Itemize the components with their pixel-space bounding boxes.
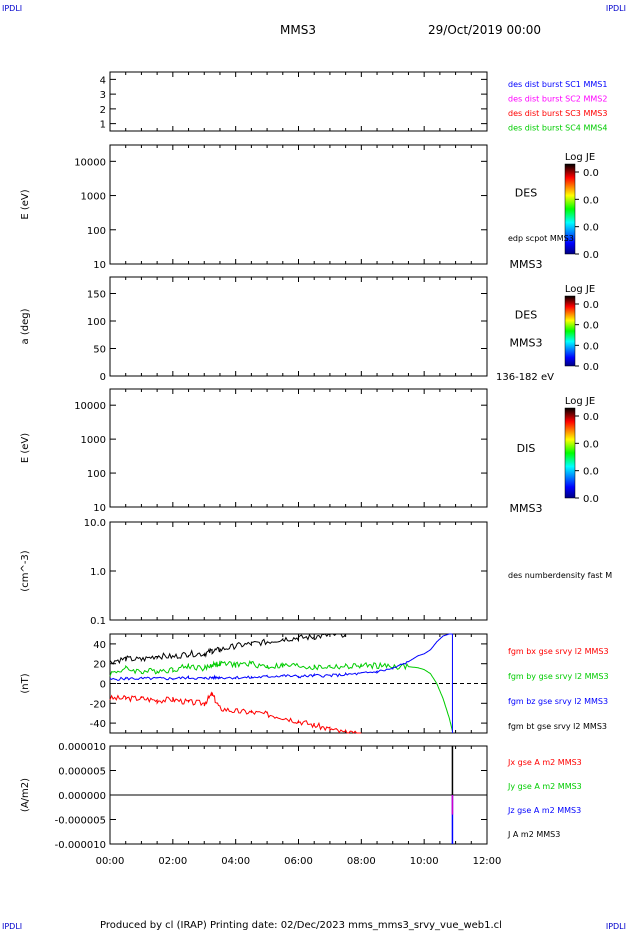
y-tick-label: 4 bbox=[100, 75, 106, 86]
y-tick-label: 0 bbox=[100, 372, 106, 383]
series-line bbox=[109, 691, 362, 734]
colorbar-tick-label: 0.0 bbox=[583, 300, 599, 311]
colorbar-tick-label: 0.0 bbox=[583, 467, 599, 478]
energy-range-label: 136-182 eV bbox=[496, 372, 554, 383]
colorbar-tick-label: 0.0 bbox=[583, 195, 599, 206]
spacecraft-title: MMS3 bbox=[280, 23, 316, 37]
legend-entry: des dist burst SC1 MMS1 bbox=[508, 80, 607, 89]
y-axis-label: (cm^-3) bbox=[20, 550, 31, 591]
y-axis-label: E (eV) bbox=[20, 189, 31, 219]
panel-frame bbox=[109, 276, 488, 377]
colorbar-tick-label: 0.0 bbox=[583, 321, 599, 332]
y-axis-label: a (deg) bbox=[20, 308, 31, 344]
y-tick-label: 150 bbox=[87, 290, 106, 301]
colorbar-title: Log JE bbox=[565, 152, 595, 163]
legend-entry: des numberdensity fast M bbox=[508, 571, 612, 580]
series-line bbox=[109, 633, 453, 682]
x-tick-label: 10:00 bbox=[410, 856, 439, 867]
y-tick-label: -0.000010 bbox=[55, 840, 106, 851]
y-tick-label: 40 bbox=[93, 640, 106, 651]
colorbar-tick-label: 0.0 bbox=[583, 223, 599, 234]
date-title: 29/Oct/2019 00:00 bbox=[428, 23, 542, 37]
spacecraft-sublabel: MMS3 bbox=[510, 502, 543, 515]
colorbar-tick-label: 0.0 bbox=[583, 362, 599, 373]
colorbar-title: Log JE bbox=[565, 396, 595, 407]
y-axis-label: (A/m2) bbox=[20, 778, 31, 812]
legend-entry: des dist burst SC4 MMS4 bbox=[508, 124, 607, 133]
y-tick-label: 100 bbox=[87, 469, 106, 480]
legend-entry: Jy gse A m2 MMS3 bbox=[507, 782, 582, 791]
series-line bbox=[109, 659, 453, 732]
colorbar-title: Log JE bbox=[565, 284, 595, 295]
y-tick-label: 100 bbox=[87, 226, 106, 237]
y-tick-label: 0.000005 bbox=[58, 767, 106, 778]
panel-frame bbox=[109, 521, 488, 621]
x-tick-label: 06:00 bbox=[284, 856, 313, 867]
y-tick-label: 1000 bbox=[81, 435, 106, 446]
species-label: DIS bbox=[517, 442, 536, 455]
y-axis-label: (nT) bbox=[20, 673, 31, 693]
y-tick-label: -20 bbox=[90, 699, 106, 710]
y-tick-label: 3 bbox=[100, 90, 106, 101]
colorbar-tick-label: 0.0 bbox=[583, 168, 599, 179]
legend-entry: fgm bt gse srvy l2 MMS3 bbox=[508, 722, 607, 731]
legend-entry: J A m2 MMS3 bbox=[507, 830, 560, 839]
y-tick-label: 50 bbox=[93, 345, 106, 356]
series-line bbox=[109, 633, 347, 665]
colorbar-tick-label: 0.0 bbox=[583, 412, 599, 423]
x-tick-label: 00:00 bbox=[96, 856, 125, 867]
y-tick-label: 10 bbox=[93, 260, 106, 271]
y-tick-label: 20 bbox=[93, 660, 106, 671]
y-tick-label: 0.000010 bbox=[58, 742, 106, 753]
colorbar bbox=[564, 163, 576, 255]
corner-label-tl: IPDLI bbox=[2, 4, 23, 13]
y-tick-label: 0 bbox=[100, 680, 106, 691]
y-tick-label: 10000 bbox=[74, 157, 106, 168]
corner-label-tr: IPDLI bbox=[605, 4, 626, 13]
corner-label-bl: IPDLI bbox=[2, 922, 23, 931]
colorbar-tick-label: 0.0 bbox=[583, 494, 599, 505]
y-tick-label: 1.0 bbox=[90, 567, 106, 578]
y-tick-label: 100 bbox=[87, 317, 106, 328]
spacecraft-sublabel: MMS3 bbox=[510, 258, 543, 271]
y-tick-label: 0.000000 bbox=[58, 791, 106, 802]
legend-entry: des dist burst SC2 MMS2 bbox=[508, 95, 607, 104]
y-tick-label: 1000 bbox=[81, 192, 106, 203]
y-axis-label: E (eV) bbox=[20, 433, 31, 463]
legend-entry: fgm bz gse srvy l2 MMS3 bbox=[508, 697, 608, 706]
x-tick-label: 02:00 bbox=[158, 856, 187, 867]
colorbar-tick-label: 0.0 bbox=[583, 250, 599, 261]
y-tick-label: -0.000005 bbox=[55, 816, 106, 827]
y-tick-label: 10 bbox=[93, 503, 106, 514]
spacecraft-sublabel: MMS3 bbox=[510, 337, 543, 350]
legend-entry: Jz gse A m2 MMS3 bbox=[507, 806, 581, 815]
y-tick-label: 1 bbox=[100, 120, 106, 131]
legend-entry: fgm by gse srvy l2 MMS3 bbox=[508, 672, 609, 681]
panel-frame bbox=[109, 388, 488, 508]
panel-frame bbox=[109, 144, 488, 265]
legend-entry: fgm bx gse srvy l2 MMS3 bbox=[508, 647, 609, 656]
x-tick-label: 08:00 bbox=[347, 856, 376, 867]
y-tick-label: 2 bbox=[100, 105, 106, 116]
colorbar bbox=[564, 295, 576, 367]
corner-label-br: IPDLI bbox=[605, 922, 626, 931]
species-label: DES bbox=[515, 187, 537, 200]
x-tick-label: 12:00 bbox=[473, 856, 502, 867]
y-tick-label: 10.0 bbox=[84, 518, 106, 529]
species-label: DES bbox=[515, 309, 537, 322]
legend-entry: des dist burst SC3 MMS3 bbox=[508, 109, 607, 118]
y-tick-label: -40 bbox=[90, 719, 106, 730]
overlay-label: edp scpot MMS3 bbox=[508, 234, 574, 243]
panel-frame bbox=[109, 71, 488, 132]
x-tick-label: 04:00 bbox=[221, 856, 250, 867]
colorbar bbox=[564, 407, 576, 499]
colorbar-tick-label: 0.0 bbox=[583, 341, 599, 352]
y-tick-label: 0.1 bbox=[90, 616, 106, 627]
y-tick-label: 10000 bbox=[74, 401, 106, 412]
legend-entry: Jx gse A m2 MMS3 bbox=[507, 758, 582, 767]
footer-text: Produced by cl (IRAP) Printing date: 02/… bbox=[100, 920, 502, 931]
colorbar-tick-label: 0.0 bbox=[583, 439, 599, 450]
